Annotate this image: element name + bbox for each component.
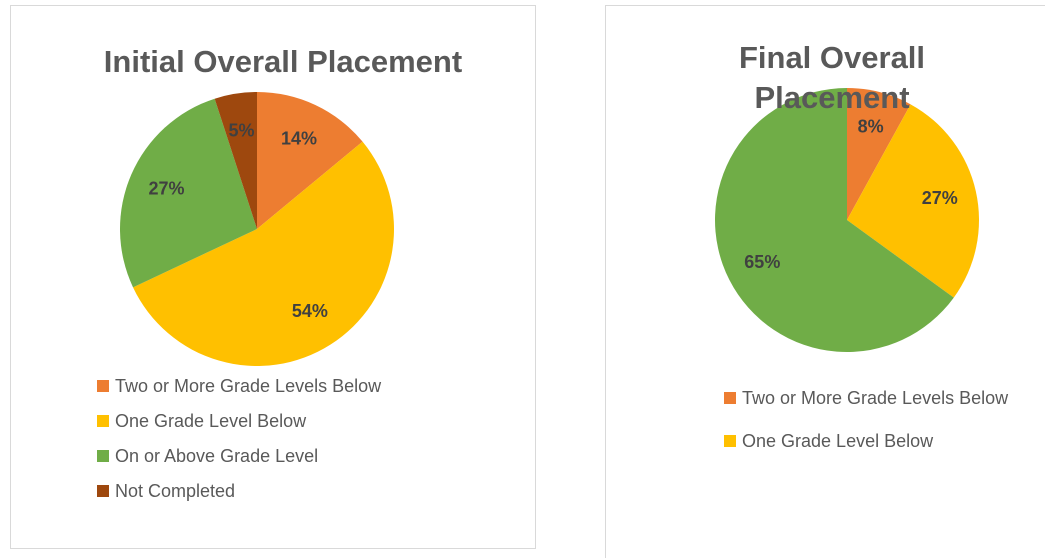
- legend-swatch: [724, 435, 736, 447]
- legend-swatch: [724, 392, 736, 404]
- pie-slice: [214, 92, 257, 229]
- legend: Two or More Grade Levels Below One Grade …: [724, 383, 1024, 469]
- legend-label: Two or More Grade Levels Below: [742, 388, 1009, 408]
- pie-slice: [133, 141, 395, 367]
- legend-label: One Grade Level Below: [742, 431, 934, 451]
- data-label: 27%: [148, 179, 184, 199]
- chart-panel: [10, 5, 536, 549]
- legend-item: On or Above Grade Level: [97, 444, 517, 468]
- data-label: 8%: [858, 117, 884, 137]
- legend-swatch: [97, 450, 109, 462]
- pie-slice: [257, 92, 363, 229]
- legend-label: One Grade Level Below: [115, 411, 307, 431]
- pie-slice: [119, 98, 257, 288]
- chart-title: Initial Overall Placement: [103, 44, 463, 79]
- legend-label: Two or More Grade Levels Below: [115, 376, 382, 396]
- data-label: 54%: [292, 301, 328, 321]
- pie-slice: [847, 88, 911, 220]
- legend-swatch: [97, 380, 109, 392]
- chart-panel: [605, 5, 1045, 558]
- chart-title: Final Overall Placement: [738, 40, 926, 115]
- legend-item: One Grade Level Below: [724, 426, 1024, 456]
- legend-item: Not Completed: [97, 479, 517, 503]
- data-label: 5%: [229, 120, 255, 140]
- legend-label: Not Completed: [115, 481, 236, 501]
- pie-slice: [715, 88, 954, 352]
- data-label: 27%: [922, 188, 958, 208]
- legend-label: On or Above Grade Level: [115, 446, 319, 466]
- legend-swatch: [97, 415, 109, 427]
- legend-item: Two or More Grade Levels Below: [97, 374, 517, 398]
- legend: Two or More Grade Levels Below One Grade …: [97, 374, 517, 514]
- legend-item: Two or More Grade Levels Below: [724, 383, 1024, 413]
- pie-slice: [847, 104, 979, 298]
- legend-swatch: [97, 485, 109, 497]
- data-label: 14%: [281, 128, 317, 148]
- legend-item: One Grade Level Below: [97, 409, 517, 433]
- data-label: 65%: [744, 252, 780, 272]
